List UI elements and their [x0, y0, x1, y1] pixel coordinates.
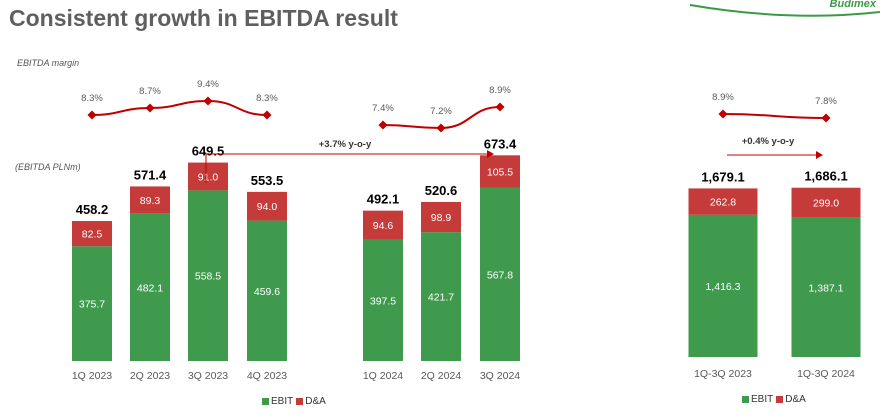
bar-da — [480, 155, 520, 188]
legend-right: EBIT D&A — [742, 394, 809, 405]
x-tick-label: 1Q 2024 — [363, 370, 403, 382]
bar-ebit-label: 397.5 — [370, 295, 396, 307]
bar-da — [421, 201, 461, 233]
bar-ebit — [247, 220, 287, 361]
legend-swatch-da — [776, 396, 784, 403]
margin-point — [821, 113, 831, 123]
bar-da — [130, 186, 170, 214]
bar-ebit — [188, 190, 228, 361]
bar-ebit-label: 459.6 — [254, 286, 280, 298]
brand-logo: Budimex — [829, 0, 876, 10]
legend-label-ebit: EBIT — [751, 394, 774, 405]
bar-da — [363, 210, 403, 240]
legend-swatch-ebit — [742, 396, 749, 403]
yoy-arrow-head — [816, 151, 823, 159]
margin-label: 7.2% — [430, 106, 452, 117]
margin-label: 8.3% — [81, 93, 103, 104]
bar-da-label: 262.8 — [710, 197, 736, 209]
margin-label: 9.4% — [197, 79, 219, 90]
brand-swoosh — [689, 4, 880, 17]
legend-swatch-ebit — [262, 398, 269, 405]
bar-total-label: 553.5 — [251, 173, 284, 188]
bar-ebit — [791, 217, 861, 357]
bar-total-label: 649.5 — [192, 144, 225, 159]
bar-da-label: 98.9 — [431, 212, 452, 224]
margin-point — [87, 110, 97, 120]
bar-ebit — [421, 232, 461, 361]
yoy-annotation: +0.4% y-o-y — [742, 136, 795, 147]
x-tick-label: 4Q 2023 — [247, 370, 287, 382]
margin-point — [203, 96, 213, 106]
bar-ebit — [130, 213, 170, 361]
yoy-arrow-line — [205, 153, 488, 183]
x-tick-label: 2Q 2024 — [421, 370, 461, 382]
x-tick-label: 3Q 2023 — [188, 370, 228, 382]
bar-da — [688, 188, 758, 215]
bar-ebit — [363, 239, 403, 361]
margin-point — [718, 109, 728, 119]
value-section-label: (EBITDA PLNm) — [15, 162, 81, 172]
margin-section-label: EBITDA margin — [17, 58, 80, 68]
bar-total-label: 571.4 — [134, 167, 167, 182]
bar-da — [188, 162, 228, 191]
bar-ebit — [480, 187, 520, 361]
bar-ebit-label: 1,416.3 — [705, 281, 740, 293]
bar-da-label: 105.5 — [487, 166, 513, 178]
margin-label: 8.7% — [139, 86, 161, 97]
legend-left: EBIT D&A — [262, 396, 329, 407]
margin-point — [262, 110, 272, 120]
legend-swatch-da — [296, 398, 304, 405]
bar-ebit-label: 375.7 — [79, 299, 105, 311]
margin-label: 8.3% — [256, 93, 278, 104]
bar-total-label: 673.4 — [484, 136, 517, 151]
bar-total-label: 520.6 — [425, 183, 458, 198]
bar-da — [72, 221, 112, 247]
page-title: Consistent growth in EBITDA result — [9, 5, 398, 31]
bar-da-label: 94.6 — [373, 220, 394, 232]
margin-line — [91, 99, 268, 116]
x-tick-label: 1Q 2023 — [72, 370, 112, 382]
bar-total-label: 1,679.1 — [701, 169, 744, 184]
yoy-arrow-head — [487, 150, 494, 158]
legend-label-da: D&A — [305, 396, 326, 407]
bar-ebit — [72, 246, 112, 361]
bar-da-label: 82.5 — [82, 229, 103, 241]
bar-total-label: 458.2 — [76, 202, 109, 217]
bar-da-label: 91.0 — [198, 171, 219, 183]
bar-ebit-label: 482.1 — [137, 282, 163, 294]
bar-ebit — [688, 214, 758, 357]
margin-point — [436, 123, 446, 133]
x-tick-label: 1Q-3Q 2024 — [797, 368, 855, 380]
bar-da — [247, 191, 287, 221]
margin-label: 7.8% — [815, 96, 837, 107]
bar-ebit-label: 421.7 — [428, 292, 454, 304]
bar-ebit-label: 1,387.1 — [808, 282, 843, 294]
margin-point — [378, 120, 388, 130]
bar-ebit-label: 558.5 — [195, 271, 221, 283]
margin-label: 8.9% — [712, 92, 734, 103]
bar-total-label: 1,686.1 — [804, 169, 847, 184]
margin-label: 8.9% — [489, 85, 511, 96]
x-tick-label: 2Q 2023 — [130, 370, 170, 382]
x-tick-label: 1Q-3Q 2023 — [694, 368, 752, 380]
margin-label: 7.4% — [372, 103, 394, 114]
bar-total-label: 492.1 — [367, 192, 400, 207]
margin-line — [722, 113, 827, 119]
legend-label-ebit: EBIT — [271, 396, 294, 407]
margin-point — [145, 103, 155, 113]
margin-point — [495, 102, 505, 112]
x-tick-label: 3Q 2024 — [480, 370, 520, 382]
yoy-annotation: +3.7% y-o-y — [319, 139, 372, 150]
bar-da-label: 94.0 — [257, 201, 278, 213]
bar-ebit-label: 567.8 — [487, 269, 513, 281]
legend-label-da: D&A — [785, 394, 806, 405]
bar-da — [791, 187, 861, 218]
bar-da-label: 89.3 — [140, 195, 161, 207]
bar-da-label: 299.0 — [813, 198, 839, 210]
